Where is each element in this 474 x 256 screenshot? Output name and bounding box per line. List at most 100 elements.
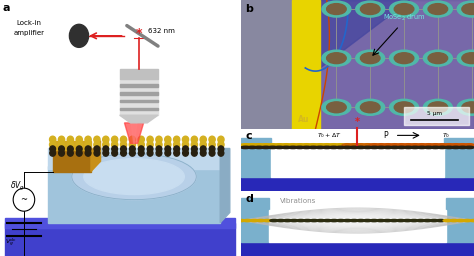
Circle shape <box>423 50 452 66</box>
Circle shape <box>370 146 379 148</box>
Circle shape <box>147 141 153 148</box>
Circle shape <box>444 146 454 148</box>
Circle shape <box>218 136 224 143</box>
Ellipse shape <box>69 24 89 47</box>
Circle shape <box>335 144 346 146</box>
Text: 632 nm: 632 nm <box>148 28 175 34</box>
Circle shape <box>201 146 206 152</box>
Text: *: * <box>136 27 142 40</box>
Circle shape <box>327 53 346 63</box>
Circle shape <box>182 136 189 143</box>
Circle shape <box>464 144 474 146</box>
Circle shape <box>308 144 319 146</box>
Circle shape <box>50 150 55 156</box>
Circle shape <box>376 146 386 148</box>
Circle shape <box>240 144 251 146</box>
Text: ~: ~ <box>20 195 27 204</box>
Circle shape <box>329 146 338 148</box>
Circle shape <box>363 219 372 222</box>
Circle shape <box>59 146 64 152</box>
Circle shape <box>295 144 305 146</box>
Circle shape <box>363 144 373 146</box>
Bar <box>446 198 474 242</box>
Circle shape <box>301 144 311 146</box>
Circle shape <box>390 146 400 148</box>
Circle shape <box>191 150 197 156</box>
Circle shape <box>360 53 380 63</box>
Bar <box>444 138 474 177</box>
Text: amplifier: amplifier <box>13 30 44 36</box>
Circle shape <box>457 144 468 146</box>
Text: *: * <box>355 117 360 127</box>
Bar <box>119 84 158 87</box>
Circle shape <box>451 146 460 148</box>
Text: $\delta V_g$: $\delta V_g$ <box>9 180 25 194</box>
Polygon shape <box>220 148 230 223</box>
Circle shape <box>50 141 56 148</box>
Circle shape <box>112 150 118 156</box>
Circle shape <box>394 53 414 63</box>
Circle shape <box>283 219 292 222</box>
Circle shape <box>256 219 265 222</box>
Circle shape <box>376 144 386 146</box>
Text: $T_0$: $T_0$ <box>442 131 450 140</box>
Circle shape <box>121 146 127 152</box>
Circle shape <box>138 146 144 152</box>
Circle shape <box>322 99 351 115</box>
Circle shape <box>282 146 291 148</box>
Circle shape <box>76 146 82 152</box>
Text: P: P <box>383 131 388 140</box>
Circle shape <box>209 146 215 152</box>
Circle shape <box>50 146 55 152</box>
Circle shape <box>274 144 284 146</box>
Circle shape <box>138 136 145 143</box>
Circle shape <box>428 4 447 15</box>
Circle shape <box>263 219 272 222</box>
Circle shape <box>390 1 419 17</box>
Circle shape <box>182 141 189 148</box>
Text: Vibrations: Vibrations <box>281 198 317 204</box>
Circle shape <box>103 136 109 143</box>
Circle shape <box>156 150 162 156</box>
Circle shape <box>218 141 224 148</box>
Circle shape <box>85 136 91 143</box>
Circle shape <box>237 219 245 222</box>
Circle shape <box>59 150 64 156</box>
Polygon shape <box>315 0 409 71</box>
Circle shape <box>174 146 180 152</box>
Circle shape <box>103 141 109 148</box>
Circle shape <box>209 150 215 156</box>
Circle shape <box>457 50 474 66</box>
Circle shape <box>303 219 311 222</box>
Circle shape <box>247 144 257 146</box>
Circle shape <box>111 136 118 143</box>
Circle shape <box>431 146 440 148</box>
Circle shape <box>342 144 352 146</box>
Circle shape <box>297 219 305 222</box>
Circle shape <box>302 146 311 148</box>
Circle shape <box>330 219 338 222</box>
Circle shape <box>243 219 252 222</box>
Circle shape <box>356 1 385 17</box>
Circle shape <box>76 150 82 156</box>
Text: a: a <box>2 3 10 13</box>
Circle shape <box>322 50 351 66</box>
Circle shape <box>201 150 206 156</box>
Circle shape <box>138 141 145 148</box>
Circle shape <box>390 144 400 146</box>
Circle shape <box>410 146 419 148</box>
Circle shape <box>397 219 405 222</box>
Circle shape <box>343 219 352 222</box>
Circle shape <box>76 141 82 148</box>
Circle shape <box>174 150 180 156</box>
Circle shape <box>67 146 73 152</box>
Circle shape <box>58 136 64 143</box>
Bar <box>53 151 91 172</box>
Circle shape <box>397 146 406 148</box>
Circle shape <box>322 146 331 148</box>
Circle shape <box>164 136 171 143</box>
Circle shape <box>103 146 109 152</box>
Bar <box>119 79 158 115</box>
Circle shape <box>423 1 452 17</box>
Circle shape <box>147 146 153 152</box>
